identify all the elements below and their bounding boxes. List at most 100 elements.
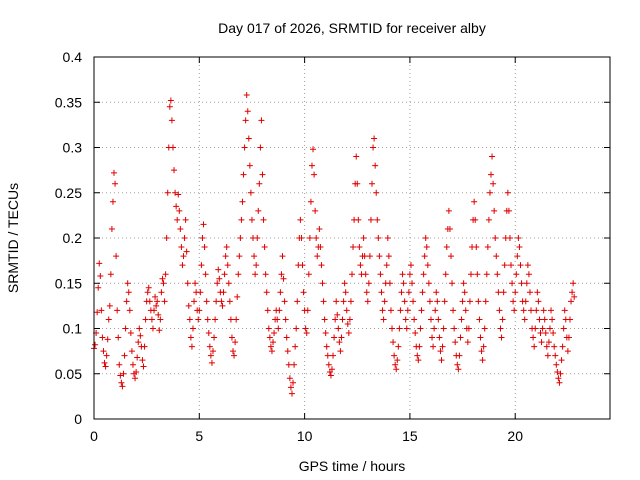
data-point <box>481 325 488 332</box>
data-point <box>186 316 193 323</box>
data-point <box>499 316 506 323</box>
data-point <box>228 334 235 341</box>
data-point <box>200 221 207 228</box>
data-point <box>255 207 262 214</box>
data-point <box>123 298 130 305</box>
data-point <box>173 203 180 210</box>
data-point <box>435 316 442 323</box>
data-point <box>517 262 524 269</box>
data-point <box>261 244 268 251</box>
y-tick-label: 0 <box>74 411 82 427</box>
data-point <box>267 343 274 350</box>
data-point <box>162 271 169 278</box>
data-point <box>236 253 243 260</box>
data-point <box>204 316 211 323</box>
data-point <box>496 307 503 314</box>
data-point <box>498 334 505 341</box>
x-tick-labels: 0 5 10 15 20 <box>90 428 523 444</box>
data-point <box>439 343 446 350</box>
data-point <box>363 289 370 296</box>
data-point <box>411 316 418 323</box>
data-point <box>233 316 240 323</box>
data-point <box>117 372 124 379</box>
data-point <box>471 198 478 205</box>
data-point <box>535 298 542 305</box>
data-point <box>119 383 126 390</box>
data-point <box>555 375 562 382</box>
data-point <box>253 262 260 269</box>
data-point <box>524 262 531 269</box>
data-point <box>106 302 113 309</box>
data-point <box>254 235 261 241</box>
data-point <box>431 325 438 332</box>
data-point <box>521 316 528 323</box>
data-point <box>486 189 493 196</box>
data-point <box>312 207 319 214</box>
data-point <box>394 357 401 364</box>
data-point <box>478 348 485 355</box>
data-point <box>305 271 312 278</box>
data-point <box>557 370 564 377</box>
y-tick-label: 0.1 <box>63 321 83 337</box>
data-point <box>432 307 439 314</box>
data-point <box>361 253 368 260</box>
data-point <box>410 298 417 305</box>
data-point <box>530 334 537 341</box>
data-point <box>148 316 155 323</box>
data-point <box>568 298 575 305</box>
data-point <box>345 330 352 337</box>
data-point <box>407 262 414 269</box>
data-point <box>99 334 106 341</box>
data-point <box>399 271 406 278</box>
data-point <box>539 325 546 332</box>
data-point <box>385 253 392 260</box>
data-point <box>570 280 577 287</box>
data-point <box>500 289 507 296</box>
data-point <box>317 244 324 251</box>
data-point <box>459 298 466 305</box>
data-point <box>112 180 119 187</box>
data-point <box>279 253 286 260</box>
data-point <box>418 307 425 314</box>
data-point <box>281 298 288 305</box>
data-point <box>268 348 275 355</box>
data-point <box>427 316 434 323</box>
data-point <box>356 244 363 251</box>
data-point <box>392 361 399 368</box>
data-point <box>107 271 114 278</box>
y-tick-label: 0.25 <box>55 185 82 201</box>
data-point <box>215 266 222 273</box>
data-point <box>137 332 144 339</box>
data-point <box>280 275 287 282</box>
data-point <box>454 361 461 368</box>
data-point <box>571 293 578 300</box>
data-point <box>251 253 258 260</box>
data-point <box>538 339 545 346</box>
data-point <box>436 334 443 341</box>
data-point <box>532 325 539 332</box>
data-point <box>430 343 437 350</box>
data-point <box>357 262 364 269</box>
data-point <box>209 348 216 355</box>
chart-title: Day 017 of 2026, SRMTID for receiver alb… <box>218 20 486 36</box>
data-point <box>466 298 473 305</box>
data-point <box>205 330 212 337</box>
data-point <box>514 253 521 260</box>
data-point <box>271 330 278 337</box>
data-point <box>157 316 164 323</box>
data-point <box>244 108 251 115</box>
data-point <box>441 298 448 305</box>
data-point <box>511 307 518 314</box>
data-point <box>364 298 371 305</box>
data-point <box>564 348 571 355</box>
data-point <box>512 289 519 296</box>
data-point <box>197 289 204 296</box>
data-point <box>476 316 483 323</box>
data-point <box>108 225 115 232</box>
y-tick-labels: 0 0.05 0.1 0.15 0.2 0.25 0.3 0.35 0.4 <box>55 49 82 427</box>
data-point <box>324 352 331 359</box>
data-point <box>303 330 310 337</box>
data-point <box>182 216 189 223</box>
data-point <box>321 316 328 323</box>
data-point <box>556 379 563 386</box>
